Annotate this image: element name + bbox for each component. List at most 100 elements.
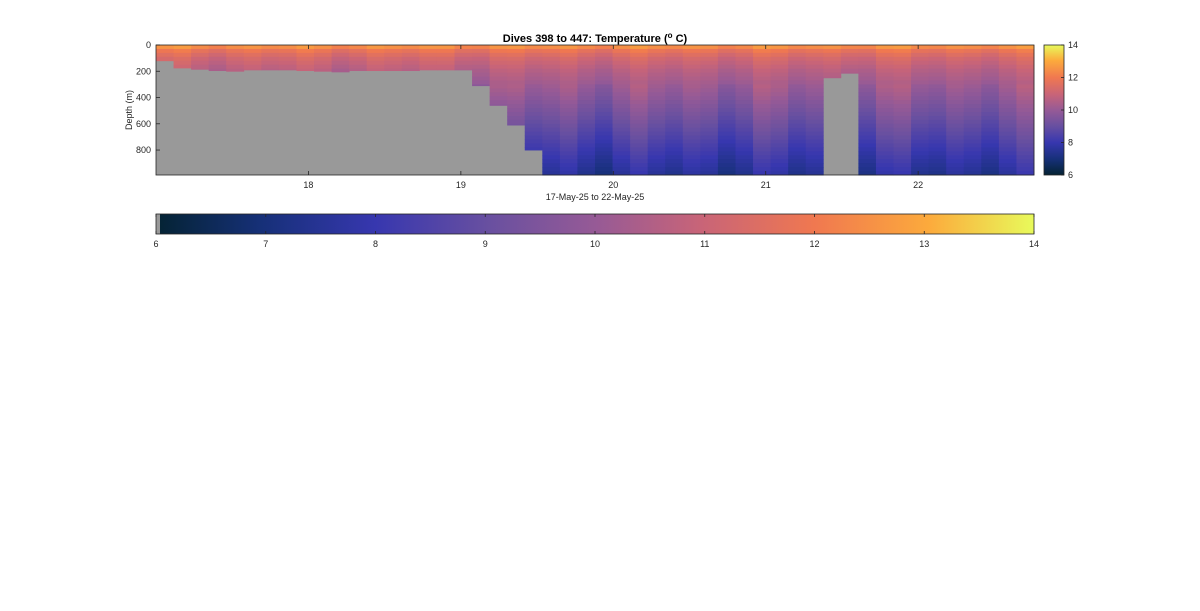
heatmap-cell [577,115,596,121]
heatmap-cell [911,131,930,137]
y-axis-title: Depth (m) [124,90,134,130]
heatmap-cell [665,115,684,121]
heatmap-cell [858,171,877,176]
heatmap-cell [946,56,965,62]
heatmap-cell [946,68,965,73]
heatmap-cell [489,72,508,77]
heatmap-cell [840,72,859,74]
heatmap-cell [928,88,947,93]
heatmap-cell [401,60,420,66]
heatmap-cell [963,135,982,140]
heatmap-cell [682,88,701,93]
horizontal-colorbar: 6 7 8 9 10 11 12 13 14 [153,213,1039,249]
heatmap-cell [665,56,684,62]
heatmap-cell [524,100,543,105]
heatmap-cell [946,135,965,140]
heatmap-cell [911,72,930,77]
heatmap-cell [858,48,877,54]
heatmap-cell [682,139,701,144]
heatmap-cell [559,163,578,168]
heatmap-cell [788,139,807,144]
heatmap-cell [682,68,701,73]
heatmap-cell [788,167,807,172]
heatmap-cell [682,60,701,66]
heatmap-cell [542,92,561,97]
heatmap-cell [278,45,297,50]
heatmap-cell [805,60,824,66]
heatmap-cell [788,92,807,97]
heatmap-cell [366,68,385,72]
heatmap-cell [665,84,684,89]
heatmap-cell [1016,139,1035,144]
heatmap-cell [770,56,789,62]
heatmap-cell [788,119,807,125]
heatmap-cell [805,52,824,58]
heatmap-cell [700,123,719,129]
heatmap-cell [595,119,613,125]
heatmap-cell [928,155,947,160]
temperature-section-plot: 18 19 20 21 22 0 200 400 600 800 Dives 398 to 44… [124,31,1035,202]
heatmap-cell [717,104,736,109]
heatmap-cell [243,52,262,58]
heatmap-cell [805,131,824,137]
heatmap-cell [770,88,789,93]
heatmap-cell [489,64,508,70]
heatmap-cell [753,108,771,113]
heatmap-cell [753,119,771,125]
heatmap-cell [612,96,631,101]
heatmap-cell [928,68,947,73]
heatmap-cell [331,52,350,58]
heatmap-cell [261,60,280,66]
heatmap-cell [717,84,736,89]
heatmap-cell [314,64,332,70]
heatmap-cell [1016,104,1035,109]
heatmap-cell [524,72,543,77]
heatmap-cell [858,131,877,137]
heatmap-cell [647,167,666,172]
heatmap-cell [595,48,613,54]
heatmap-cell [542,155,561,160]
heatmap-cell [770,108,789,113]
heatmap-cell [735,108,754,113]
heatmap-cell [875,52,894,58]
heatmap-cell [612,48,631,54]
heatmap-cell [893,56,912,62]
heatmap-cell [788,171,807,176]
heatmap-cell [805,111,824,117]
heatmap-cell [419,68,438,71]
heatmap-cell [981,56,1000,62]
heatmap-cell [612,60,631,66]
vertical-colorbar: 6 8 10 12 14 [1043,40,1078,180]
heatmap-cell [875,151,894,156]
heatmap-cell [647,108,666,113]
heatmap-cell [998,60,1017,66]
heatmap-cell [524,48,543,54]
heatmap-cell [788,76,807,81]
heatmap-cell [788,88,807,93]
heatmap-cell [998,123,1017,129]
heatmap-cell [805,159,824,164]
heatmap-cell [647,171,666,176]
heatmap-cell [1016,80,1035,85]
heatmap-cell [981,135,1000,140]
heatmap-cell [472,52,491,58]
heatmap-cell [911,56,930,62]
heatmap-cell [700,80,719,85]
heatmap-cell [1016,60,1035,66]
heatmap-cell [419,56,438,62]
heatmap-cell [682,56,701,62]
heatmap-cell [507,96,526,101]
heatmap-cell [630,68,649,73]
heatmap-cell [963,147,982,152]
y-tick-label: 800 [136,145,151,155]
heatmap-cell [665,64,684,70]
heatmap-cell [559,52,578,58]
heatmap-cell [963,151,982,156]
heatmap-cell [682,80,701,85]
heatmap-cell [911,80,930,85]
heatmap-cell [858,45,877,50]
heatmap-cell [770,80,789,85]
heatmap-cell [647,163,666,168]
heatmap-cell [946,171,965,176]
heatmap-cell [735,127,754,133]
